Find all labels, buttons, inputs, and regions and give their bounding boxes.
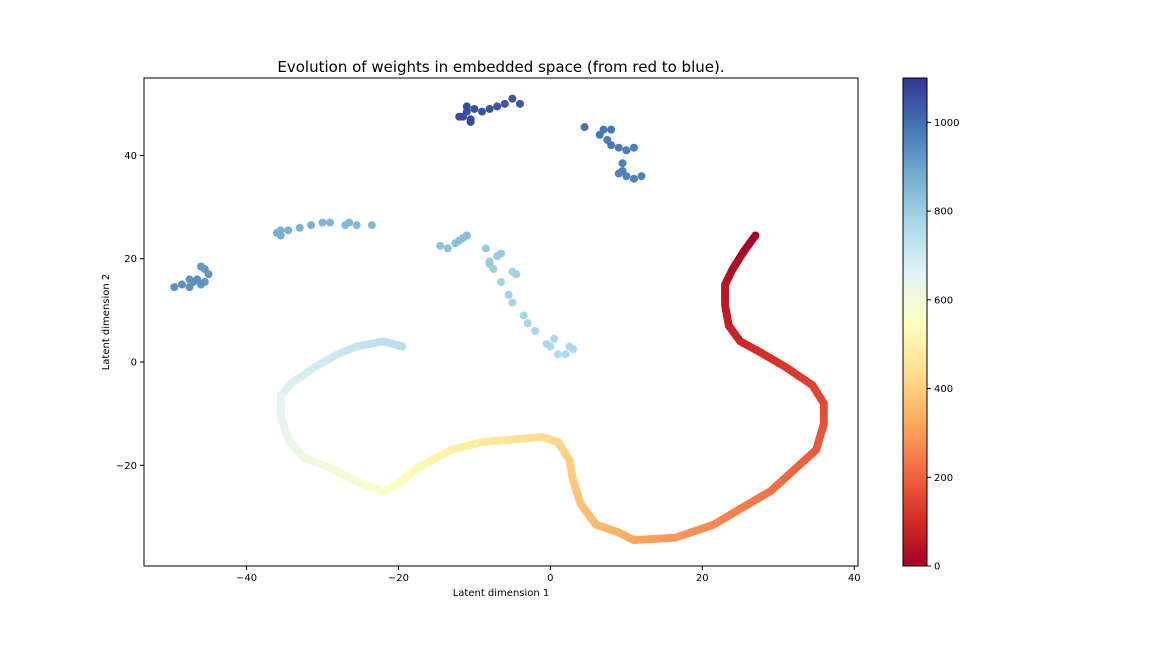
cluster-point <box>478 107 487 116</box>
cluster-point <box>462 102 471 111</box>
cluster-point <box>367 221 376 230</box>
y-tick-label: 40 <box>124 151 137 162</box>
cluster-point <box>504 290 513 299</box>
plot-frame <box>143 77 859 567</box>
colorbar <box>903 78 927 566</box>
colorbar-tick-label: 200 <box>934 473 953 484</box>
cluster-point <box>580 123 589 132</box>
cluster-point <box>607 125 616 134</box>
cluster-point <box>436 241 445 250</box>
cluster-point <box>185 275 194 284</box>
colorbar-tick-label: 1000 <box>934 118 959 129</box>
cluster-point <box>561 350 570 359</box>
colorbar-axis: 0 200 400 600 800 1000 <box>927 118 959 573</box>
cluster-point <box>508 94 517 103</box>
cluster-point <box>500 99 509 108</box>
cluster-point <box>326 218 335 227</box>
scatter-points <box>170 94 828 545</box>
cluster-point <box>614 169 623 178</box>
cluster-point <box>455 236 464 245</box>
cluster-point <box>531 327 540 336</box>
chart-title: Evolution of weights in embedded space (… <box>277 58 724 76</box>
x-axis: −40 −20 0 20 40 <box>236 566 861 584</box>
cluster-point <box>519 311 528 320</box>
cluster-point <box>485 259 494 268</box>
cluster-point <box>455 112 464 121</box>
colorbar-tick-label: 800 <box>934 207 953 218</box>
cluster-point <box>523 319 532 328</box>
cluster-point <box>493 102 502 111</box>
cluster-point <box>515 99 524 108</box>
x-tick-label: 0 <box>547 573 553 584</box>
x-tick-label: −40 <box>236 573 257 584</box>
colorbar-tick-label: 0 <box>934 562 940 573</box>
y-tick-label: 0 <box>131 358 137 369</box>
cluster-point <box>193 275 202 284</box>
y-tick-label: 20 <box>124 254 137 265</box>
cluster-point <box>512 270 521 279</box>
cluster-point <box>550 334 559 343</box>
cluster-point <box>462 231 471 240</box>
cluster-point <box>618 159 627 168</box>
cluster-point <box>637 172 646 181</box>
cluster-point <box>284 226 293 235</box>
cluster-point <box>629 143 638 152</box>
cluster-point <box>629 174 638 183</box>
trajectory-point <box>398 342 407 351</box>
x-tick-label: 20 <box>696 573 709 584</box>
cluster-point <box>341 221 350 230</box>
cluster-point <box>466 117 475 126</box>
y-tick-label: −20 <box>116 461 137 472</box>
cluster-point <box>497 277 505 286</box>
colorbar-frame <box>902 77 928 567</box>
cluster-point <box>481 244 490 253</box>
cluster-point <box>508 298 517 307</box>
colorbar-tick-label: 600 <box>934 295 953 306</box>
y-axis: −20 0 20 40 <box>116 151 144 472</box>
y-axis-label: Latent dimension 2 <box>101 274 112 371</box>
cluster-point <box>443 244 452 253</box>
cluster-point <box>307 221 316 230</box>
cluster-point <box>542 339 551 348</box>
cluster-point <box>185 283 194 292</box>
x-tick-label: −20 <box>388 573 409 584</box>
cluster-point <box>470 104 479 113</box>
colorbar-tick-label: 400 <box>934 384 953 395</box>
cluster-point <box>177 280 186 289</box>
cluster-point <box>553 350 562 359</box>
cluster-point <box>497 249 505 258</box>
cluster-point <box>569 345 578 354</box>
cluster-point <box>352 221 361 230</box>
cluster-point <box>485 104 494 113</box>
x-tick-label: 40 <box>848 573 861 584</box>
x-axis-label: Latent dimension 1 <box>453 588 550 599</box>
cluster-point <box>318 218 327 227</box>
cluster-point <box>599 125 608 134</box>
cluster-point <box>622 146 631 155</box>
cluster-point <box>603 135 612 144</box>
cluster-point <box>614 143 623 152</box>
cluster-point <box>272 228 281 237</box>
cluster-point <box>170 283 179 292</box>
cluster-point <box>204 270 213 279</box>
cluster-point <box>295 223 304 232</box>
